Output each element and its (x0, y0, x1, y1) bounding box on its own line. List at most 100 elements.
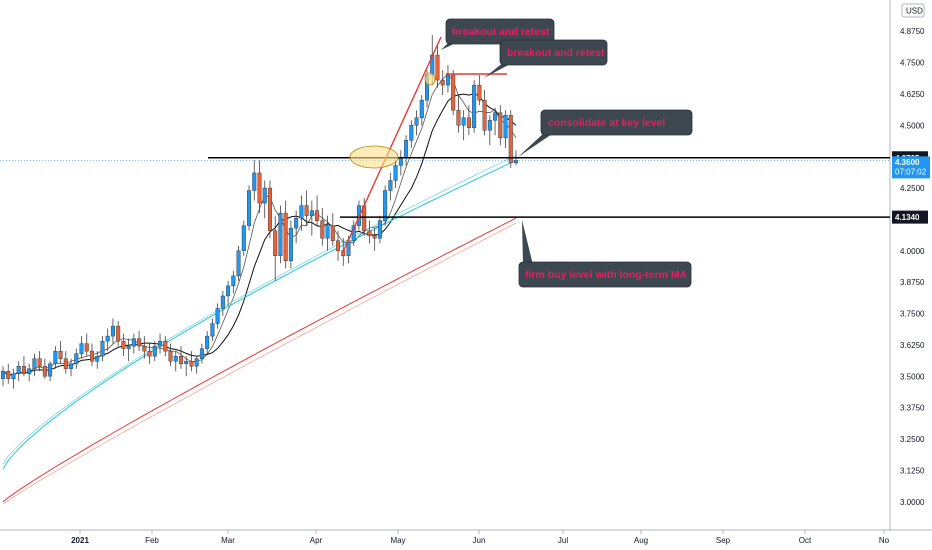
ma-long-line-2 (2, 222, 517, 505)
ma-fast-line (2, 93, 517, 376)
y-tick-label: 4.8750 (900, 27, 925, 36)
x-tick-label: No (879, 536, 890, 545)
candle-body (498, 112, 503, 138)
candle-body (184, 360, 189, 364)
candle-body (205, 335, 210, 349)
candle-body (252, 172, 257, 191)
candle-body (194, 358, 199, 367)
y-tick-label: 3.7500 (900, 310, 925, 319)
annotation-callout: consolidate at key level (518, 109, 693, 157)
y-tick-label: 3.2500 (900, 435, 925, 444)
candle-body (267, 187, 272, 231)
candle-body (393, 165, 398, 181)
ma-short-line (2, 73, 517, 376)
candle-body (95, 355, 100, 362)
candle-body (6, 371, 11, 379)
x-tick-label: Jul (558, 536, 568, 545)
y-tick-label: 4.0000 (900, 247, 925, 256)
callout-text: breakout and retest (507, 47, 605, 59)
candle-body (404, 140, 409, 159)
candle-body (461, 117, 466, 126)
candle-body (367, 230, 372, 236)
callout-box (499, 39, 608, 66)
candle-body (477, 84, 482, 101)
candle-body (236, 250, 241, 277)
candle-body (100, 340, 105, 357)
time-axis: 2021 Feb Mar Apr May Jun Jul Aug Sep Oct No (71, 530, 890, 545)
candle-body (32, 358, 37, 369)
candle-body (158, 340, 163, 347)
candle-body (21, 366, 26, 374)
currency-label: USD (906, 7, 923, 16)
candle-body (466, 117, 471, 128)
x-tick-label: May (390, 536, 405, 545)
candle-body (273, 230, 278, 256)
candle-body (299, 205, 304, 219)
candle-body (257, 172, 262, 204)
candle-body (419, 99, 424, 118)
candle-body (503, 115, 508, 138)
annotations: breakout and retest breakout and retest co… (441, 18, 693, 288)
candle-body (178, 355, 183, 364)
price-axis: 4.87504.75004.62504.50004.37504.25004.12… (892, 3, 930, 507)
candle-body (126, 345, 131, 349)
candle-body (514, 160, 519, 164)
candle-body (27, 368, 32, 374)
candle-body (304, 205, 309, 216)
x-tick-label: Sep (716, 536, 731, 545)
breakout-highlight (349, 145, 399, 169)
candle-body (409, 125, 414, 141)
grid (0, 0, 932, 531)
candle-body (53, 350, 58, 364)
candle-body (131, 338, 136, 347)
candle-body (482, 99, 487, 131)
candle-body (142, 345, 147, 352)
callout-pointer (522, 220, 533, 265)
candle-body (247, 190, 252, 226)
candle-body (383, 190, 388, 221)
candle-body (262, 187, 267, 204)
ma-medium-line-2 (2, 155, 517, 465)
candle-body (388, 180, 393, 191)
y-tick-label: 4.5000 (900, 121, 925, 130)
candle-body (48, 363, 53, 377)
callout-pointer (518, 132, 555, 157)
candle-body (116, 325, 121, 342)
candle-body (336, 240, 341, 251)
candle-body (456, 109, 461, 126)
candle-body (315, 210, 320, 221)
candle-body (320, 220, 325, 239)
candle-body (325, 225, 330, 239)
x-tick-label: Oct (799, 536, 812, 545)
ma-long-line (2, 217, 517, 503)
candle-body (189, 360, 194, 367)
candle-body (414, 117, 419, 126)
y-tick-label: 3.5000 (900, 372, 925, 381)
candle-body (152, 345, 157, 357)
y-tick-label: 3.1250 (900, 466, 925, 475)
candle-body (105, 335, 110, 342)
candles (1, 34, 519, 389)
callout-pointer (484, 62, 514, 78)
candle-body (74, 353, 79, 364)
x-tick-label: Mar (221, 536, 235, 545)
candle-body (37, 358, 42, 367)
candle-body (69, 363, 74, 369)
callout-box (540, 109, 693, 136)
candle-body (89, 350, 94, 362)
candle-body (210, 323, 215, 337)
candle-body (84, 343, 89, 352)
candle-body (137, 338, 142, 347)
candle-body (215, 308, 220, 324)
x-tick-label: Feb (145, 536, 159, 545)
price-line-label: 4.1340 (895, 213, 920, 222)
candle-body (226, 285, 231, 297)
retest-highlight (424, 72, 436, 86)
candle-body (11, 373, 16, 379)
callout-box (518, 261, 692, 288)
candle-body (1, 371, 5, 379)
y-tick-label: 3.3750 (900, 404, 925, 413)
candle-body (147, 350, 152, 357)
candle-body (493, 112, 498, 121)
